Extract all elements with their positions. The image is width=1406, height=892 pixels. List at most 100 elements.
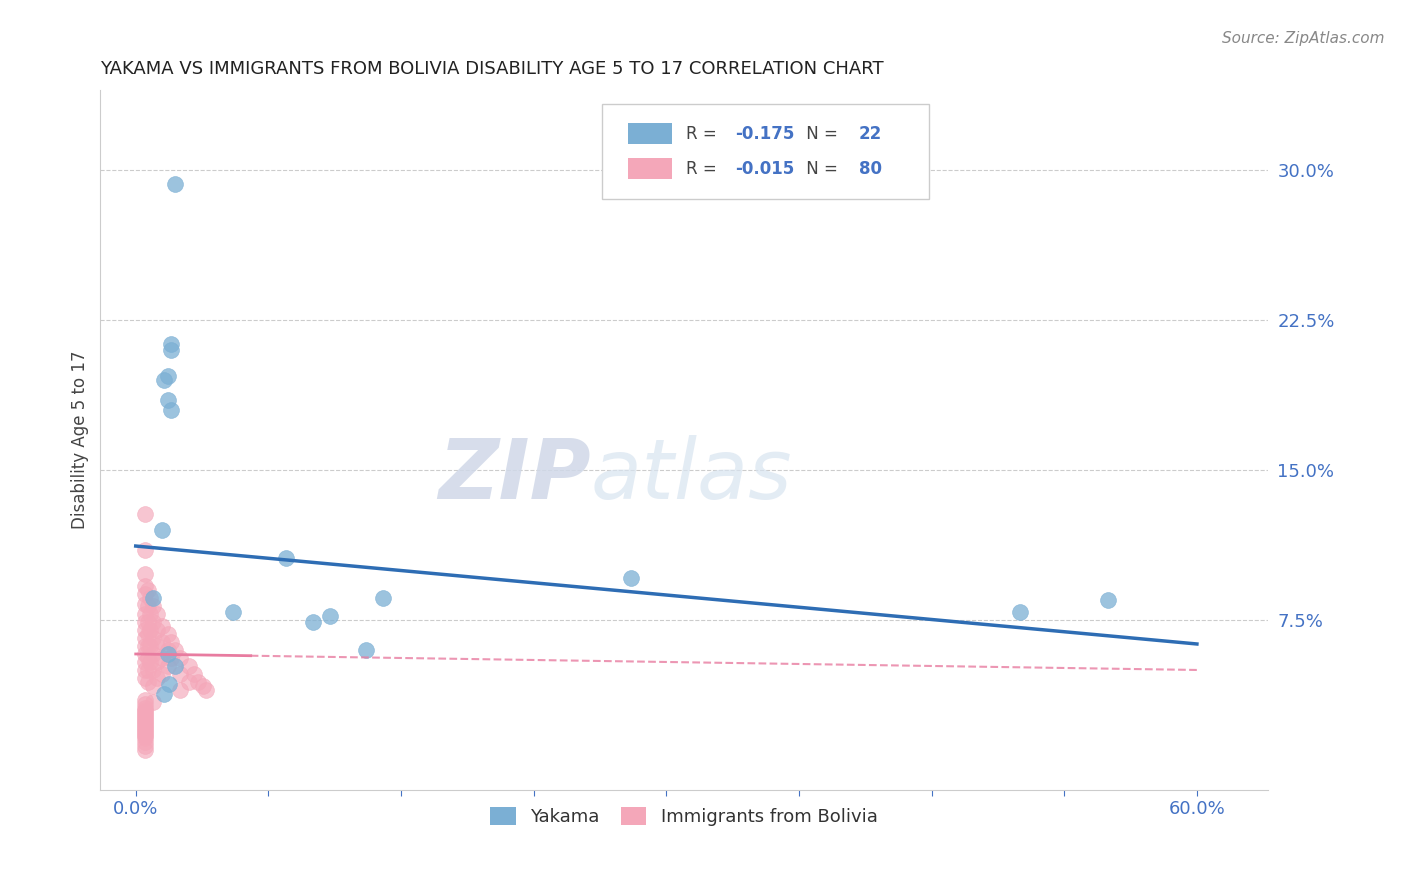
Point bbox=[177, 675, 200, 690]
Point bbox=[134, 543, 156, 558]
Text: 22: 22 bbox=[859, 125, 883, 143]
Point bbox=[1097, 593, 1119, 607]
Point bbox=[139, 639, 162, 653]
Point bbox=[163, 659, 186, 673]
Point bbox=[142, 679, 165, 693]
Point bbox=[136, 627, 159, 641]
Point bbox=[136, 639, 159, 653]
Point bbox=[134, 579, 156, 593]
Point bbox=[373, 591, 395, 605]
Point bbox=[139, 607, 162, 621]
Point bbox=[142, 647, 165, 661]
Point bbox=[1008, 605, 1031, 619]
Text: atlas: atlas bbox=[591, 434, 792, 516]
Point bbox=[150, 667, 173, 681]
Point bbox=[142, 663, 165, 677]
Point bbox=[134, 663, 156, 677]
Point bbox=[134, 706, 156, 721]
Point bbox=[146, 623, 169, 637]
Point bbox=[156, 659, 179, 673]
Point bbox=[136, 651, 159, 665]
Text: YAKAMA VS IMMIGRANTS FROM BOLIVIA DISABILITY AGE 5 TO 17 CORRELATION CHART: YAKAMA VS IMMIGRANTS FROM BOLIVIA DISABI… bbox=[100, 60, 884, 78]
Point bbox=[156, 393, 179, 408]
Text: -0.175: -0.175 bbox=[735, 125, 794, 143]
FancyBboxPatch shape bbox=[628, 123, 672, 145]
Point bbox=[156, 647, 179, 661]
Point bbox=[134, 607, 156, 621]
Point bbox=[134, 717, 156, 731]
Point bbox=[134, 631, 156, 645]
Point bbox=[134, 731, 156, 745]
Point bbox=[139, 623, 162, 637]
Point bbox=[160, 337, 183, 351]
Point bbox=[134, 735, 156, 749]
Point bbox=[136, 615, 159, 629]
Point bbox=[354, 643, 377, 657]
Point bbox=[156, 643, 179, 657]
Point bbox=[134, 587, 156, 601]
Point bbox=[142, 591, 165, 605]
Point bbox=[134, 729, 156, 743]
Point bbox=[156, 369, 179, 384]
Point bbox=[134, 714, 156, 729]
Legend: Yakama, Immigrants from Bolivia: Yakama, Immigrants from Bolivia bbox=[484, 800, 884, 833]
Point bbox=[139, 655, 162, 669]
Point bbox=[191, 679, 214, 693]
Text: R =: R = bbox=[686, 125, 723, 143]
Point bbox=[134, 727, 156, 741]
Point bbox=[142, 631, 165, 645]
Text: N =: N = bbox=[801, 160, 842, 178]
Point bbox=[153, 687, 176, 701]
Point bbox=[134, 701, 156, 715]
Point bbox=[134, 723, 156, 737]
Point bbox=[150, 619, 173, 633]
Y-axis label: Disability Age 5 to 17: Disability Age 5 to 17 bbox=[72, 351, 89, 529]
Point bbox=[183, 667, 205, 681]
Point bbox=[134, 615, 156, 629]
Point bbox=[136, 663, 159, 677]
Point bbox=[160, 635, 183, 649]
Point bbox=[169, 683, 191, 698]
Point bbox=[301, 615, 323, 629]
Point bbox=[146, 655, 169, 669]
Point bbox=[134, 655, 156, 669]
Point bbox=[134, 713, 156, 727]
Point bbox=[134, 647, 156, 661]
Point bbox=[134, 709, 156, 723]
Point bbox=[134, 639, 156, 653]
Point bbox=[142, 599, 165, 613]
Point bbox=[139, 591, 162, 605]
Point bbox=[136, 675, 159, 690]
Point bbox=[134, 703, 156, 717]
Text: -0.015: -0.015 bbox=[735, 160, 794, 178]
Point bbox=[222, 605, 245, 619]
Point bbox=[150, 635, 173, 649]
Point bbox=[134, 597, 156, 611]
Point bbox=[163, 178, 186, 192]
Point bbox=[134, 721, 156, 735]
Point bbox=[150, 651, 173, 665]
Point bbox=[134, 507, 156, 521]
Point bbox=[134, 725, 156, 739]
Point bbox=[319, 609, 342, 624]
Point bbox=[134, 697, 156, 711]
Point bbox=[157, 677, 180, 691]
Point bbox=[156, 627, 179, 641]
Point bbox=[134, 567, 156, 582]
Text: Source: ZipAtlas.com: Source: ZipAtlas.com bbox=[1222, 31, 1385, 46]
Text: ZIP: ZIP bbox=[439, 434, 591, 516]
Point bbox=[134, 739, 156, 753]
Point bbox=[153, 373, 176, 387]
FancyBboxPatch shape bbox=[628, 158, 672, 179]
Point bbox=[187, 675, 209, 690]
Point bbox=[134, 705, 156, 719]
Point bbox=[274, 551, 297, 566]
Point bbox=[150, 523, 173, 537]
Point bbox=[163, 643, 186, 657]
Point bbox=[160, 651, 183, 665]
Point bbox=[160, 403, 183, 417]
Point bbox=[136, 582, 159, 597]
Point bbox=[136, 599, 159, 613]
Point bbox=[134, 623, 156, 637]
Point bbox=[134, 719, 156, 733]
